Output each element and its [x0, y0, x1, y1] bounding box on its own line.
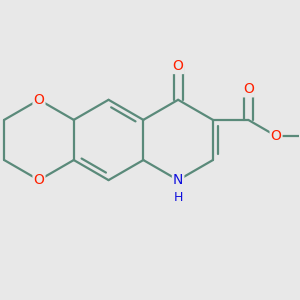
Text: O: O	[243, 82, 254, 96]
Text: N: N	[173, 173, 183, 187]
Text: O: O	[173, 59, 184, 73]
Text: H: H	[173, 191, 183, 204]
Text: O: O	[34, 173, 44, 187]
Text: O: O	[34, 93, 44, 107]
Text: O: O	[271, 129, 281, 143]
